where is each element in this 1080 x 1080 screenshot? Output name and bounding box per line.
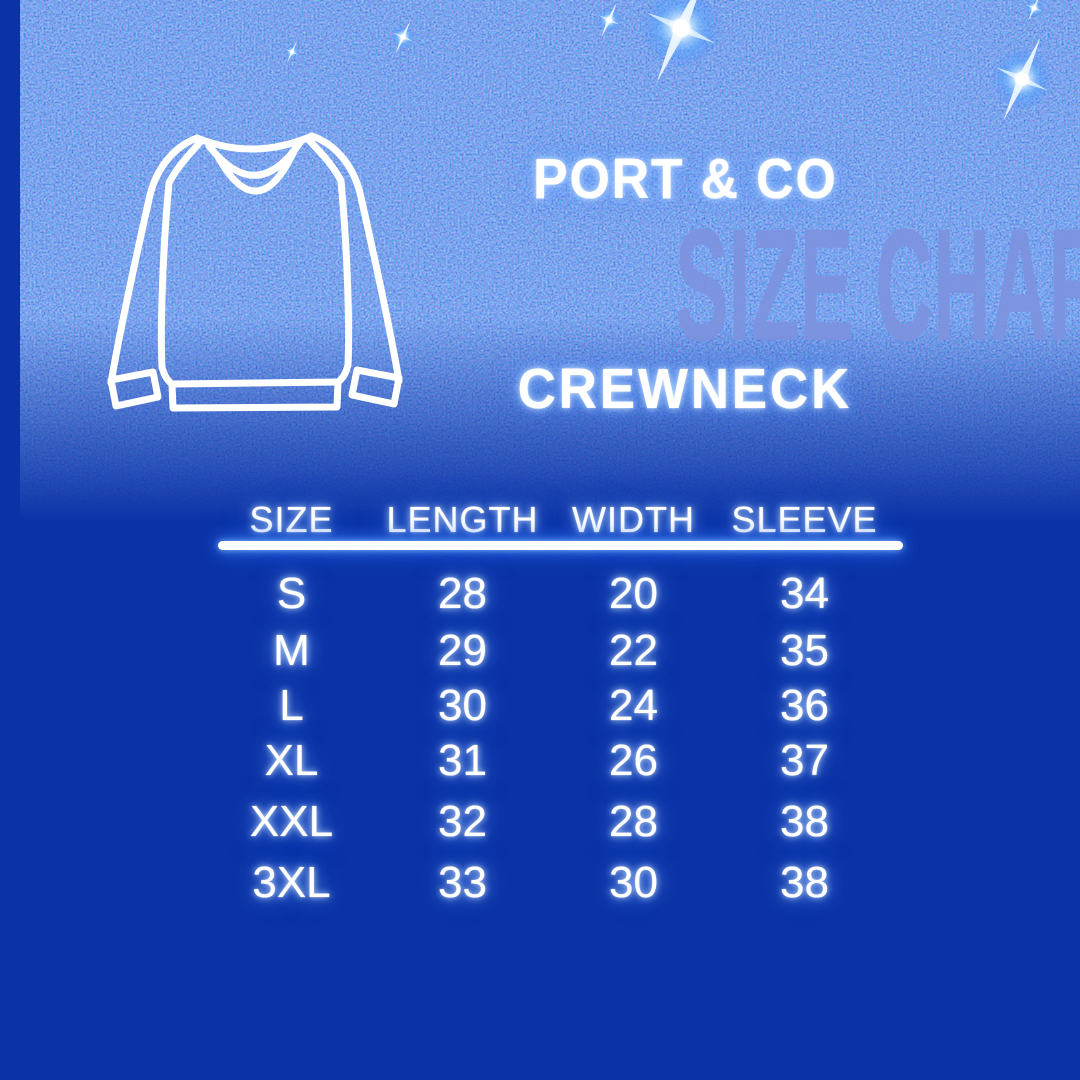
cell-width: 20 [609,569,658,618]
cell-width: 22 [609,626,658,675]
page-title-text: SIZE CHART [675,195,1080,374]
brand-name: PORT & CO [435,151,935,208]
table-row: L 30 24 36 [206,684,890,728]
cell-length: 28 [438,569,487,618]
cell-width: 24 [609,681,658,730]
column-header-width: WIDTH [572,499,695,540]
product-name: CREWNECK [435,361,935,418]
table-header-row: SIZE LENGTH WIDTH SLEEVE [206,502,890,538]
glitter-background [20,0,1080,580]
table-row: XL 31 26 37 [206,739,890,783]
cell-sleeve: 34 [780,569,829,618]
column-header-size: SIZE [249,499,334,540]
cell-sleeve: 36 [780,681,829,730]
cell-sleeve: 38 [780,858,829,907]
cell-size: M [273,626,310,675]
cell-size: 3XL [252,858,331,907]
cell-width: 28 [609,797,658,846]
table-row: M 29 22 35 [206,629,890,673]
cell-size: S [276,569,307,618]
cell-length: 31 [438,736,487,785]
cell-length: 30 [438,681,487,730]
cell-length: 32 [438,797,487,846]
cell-width: 30 [609,858,658,907]
cell-sleeve: 35 [780,626,829,675]
cell-sleeve: 38 [780,797,829,846]
cell-size: XXL [249,797,334,846]
cell-width: 26 [609,736,658,785]
table-row: XXL 32 28 38 [206,800,890,844]
crewneck-sweater-icon [105,127,405,417]
column-header-sleeve: SLEEVE [731,499,878,540]
column-header-length: LENGTH [386,499,539,540]
page-title: SIZE CHART [435,205,1080,365]
table-row: S 28 20 34 [206,572,890,616]
cell-length: 33 [438,858,487,907]
table-divider [218,541,903,550]
cell-length: 29 [438,626,487,675]
cell-size: XL [264,736,319,785]
cell-size: L [279,681,304,730]
cell-sleeve: 37 [780,736,829,785]
brand-name-text: PORT & CO [532,147,838,211]
table-row: 3XL 33 30 38 [206,861,890,905]
product-name-text: CREWNECK [517,357,853,421]
